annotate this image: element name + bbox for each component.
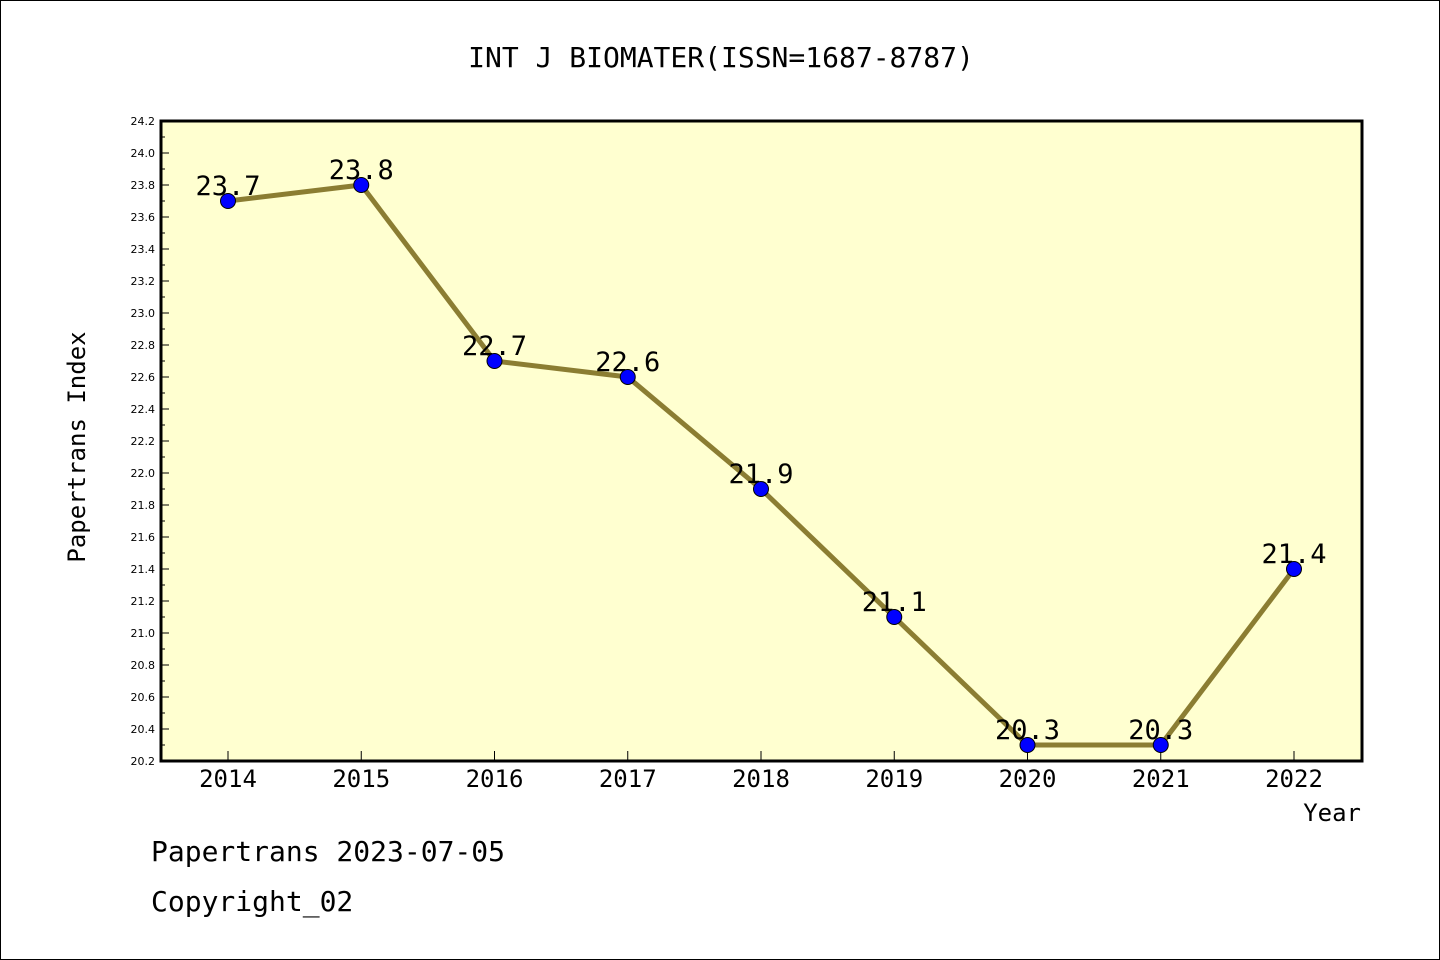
- data-point: [886, 609, 903, 625]
- x-tick-label: 2017: [599, 765, 657, 793]
- source-note: Papertrans 2023-07-05: [151, 835, 506, 868]
- data-point: [1286, 561, 1302, 577]
- x-tick-label: 2014: [199, 765, 257, 793]
- series-layer: 23.723.822.722.621.921.120.3 20.321.4: [195, 155, 1327, 753]
- y-tick-label: 22.4: [131, 403, 156, 416]
- y-tick-label: 21.0: [131, 627, 156, 640]
- x-tick-label: 2015: [332, 765, 390, 793]
- y-tick-label: 23.4: [131, 243, 156, 256]
- data-point: [1019, 737, 1036, 753]
- data-point: [353, 177, 370, 193]
- x-tick-label: 2021: [1132, 765, 1190, 793]
- data-point: [753, 481, 769, 497]
- x-tick-label: 2018: [732, 765, 790, 793]
- y-tick-label: 22.0: [131, 467, 156, 480]
- y-tick-label: 21.8: [131, 499, 156, 512]
- y-tick-label: 22.2: [131, 435, 156, 448]
- y-tick-label: 20.6: [131, 691, 156, 704]
- data-point: [486, 353, 503, 369]
- y-tick-label: 21.4: [131, 563, 156, 576]
- y-tick-label: 24.0: [131, 147, 156, 160]
- y-tick-label: 21.2: [131, 595, 156, 608]
- data-point: [1152, 737, 1169, 753]
- y-axis: 20.2 20.4 20.6 20.8 21.0 21.2 21.4 21.6 21.8 22.0…: [131, 115, 169, 768]
- y-tick-label: 23.8: [131, 179, 156, 192]
- y-tick-label: 23.6: [131, 211, 156, 224]
- x-tick-label: 2022: [1265, 765, 1323, 793]
- y-tick-label: 20.8: [131, 659, 156, 672]
- y-tick-label: 20.4: [131, 723, 156, 736]
- y-tick-label: 22.8: [131, 339, 156, 352]
- x-tick-label: 2019: [865, 765, 923, 793]
- y-tick-label: 21.6: [131, 531, 156, 544]
- y-tick-label: 22.6: [131, 371, 156, 384]
- data-point: [619, 369, 636, 385]
- x-axis-label: Year: [1303, 799, 1361, 827]
- data-point: [220, 193, 236, 209]
- y-axis-label: Papertrans Index: [63, 331, 91, 562]
- plot-area: [159, 119, 1364, 763]
- copyright-note: Copyright_02: [151, 885, 354, 918]
- y-tick-label: 24.2: [131, 115, 156, 128]
- chart-title: INT J BIOMATER(ISSN=1687-8787): [468, 41, 974, 74]
- x-tick-label: 2016: [466, 765, 524, 793]
- x-axis: 2014 2015 2016 2017 2018 2019 2020 2021 2022: [199, 751, 1323, 793]
- y-tick-label: 23.2: [131, 275, 156, 288]
- y-tick-label: 23.0: [131, 307, 156, 320]
- x-tick-label: 2020: [999, 765, 1057, 793]
- y-tick-label: 20.2: [131, 755, 156, 768]
